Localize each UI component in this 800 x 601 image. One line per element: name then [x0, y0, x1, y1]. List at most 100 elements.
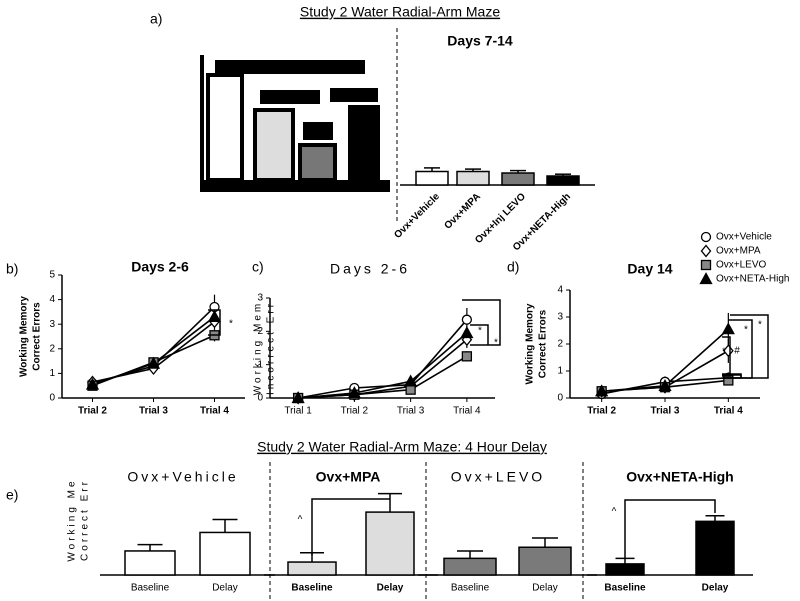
bar [443, 557, 497, 576]
x-tick-label: Ovx+MPA [443, 191, 483, 231]
y-tick-label: 2 [257, 326, 263, 337]
panel-label: e) [6, 487, 18, 503]
point [721, 322, 735, 335]
x-tick-label: Trial 2 [341, 406, 369, 417]
y-tick-label: 0 [49, 393, 55, 404]
panel-label: a) [150, 11, 162, 27]
y-tick-label: 3 [49, 319, 55, 330]
point [207, 309, 222, 322]
x-tick-label: Trial 4 [714, 406, 743, 417]
x-tick-label: Baseline [291, 583, 333, 594]
point [700, 231, 712, 243]
annotation: * [478, 326, 482, 337]
y-tick-label: 1 [49, 368, 55, 379]
x-tick-label: Trial 3 [397, 406, 425, 417]
point [461, 314, 473, 325]
bar [415, 170, 449, 186]
series-line [298, 355, 468, 399]
y-tick-label: 3 [557, 312, 563, 323]
x-tick-label: Delay [702, 583, 729, 594]
x-tick-label: Trial 3 [651, 406, 680, 417]
point [699, 272, 713, 285]
bar [124, 550, 176, 576]
bar [695, 520, 735, 576]
chart-title: Ovx+LEVO [451, 469, 545, 485]
x-tick-label: Trial 4 [200, 406, 229, 417]
x-tick-label: Delay [212, 583, 238, 594]
x-tick-label: Baseline [451, 583, 490, 594]
bar [365, 511, 415, 576]
y-tick-label: 2 [557, 339, 563, 350]
chart-title: Day 14 [627, 261, 672, 277]
chart-title: Days 2-6 [330, 261, 410, 277]
bar [518, 546, 572, 576]
point [146, 356, 161, 369]
y-tick-label: 3 [257, 293, 263, 304]
bracket [624, 499, 716, 558]
bar [501, 172, 535, 186]
y-tick-label: 1 [557, 366, 563, 377]
y-tick-label: 1 [257, 359, 263, 370]
chart-title: Days 7-14 [447, 33, 513, 49]
x-tick-label: Ovx+Vehicle [392, 191, 442, 241]
bracket [470, 324, 489, 345]
annotation: * [722, 347, 726, 358]
y-axis-label: Working Me [67, 478, 78, 561]
point [700, 259, 712, 271]
bar [605, 563, 645, 576]
point [700, 244, 712, 258]
x-tick-label: Trial 1 [284, 406, 312, 417]
annotation: * [758, 320, 762, 331]
y-axis-label: Working Memory [19, 296, 30, 377]
y-axis-label: Correct Errors [32, 302, 43, 371]
y-axis-label: Correct Err [80, 479, 91, 561]
point [404, 374, 418, 387]
x-tick-label: Baseline [131, 583, 170, 594]
x-tick-label: Trial 4 [453, 406, 481, 417]
annotation: ^ [612, 507, 617, 518]
y-tick-label: 4 [49, 294, 55, 305]
point [595, 384, 609, 397]
x-tick-label: Trial 2 [587, 406, 616, 417]
y-tick-label: 2 [49, 343, 55, 354]
y-tick-label: 0 [257, 393, 263, 404]
y-tick-label: 0 [557, 393, 563, 404]
bracket [208, 309, 221, 336]
series-line [297, 319, 468, 399]
chart-title: Ovx+MPA [316, 469, 381, 485]
bracket [462, 299, 501, 346]
chart-title: Ovx+NETA-High [626, 469, 733, 485]
legend-label: Ovx+NETA-High [716, 274, 789, 285]
bar [456, 170, 490, 186]
bar [546, 175, 580, 186]
x-tick-label: Trial 3 [139, 406, 168, 417]
bar [287, 561, 337, 576]
bracket [724, 314, 769, 379]
x-tick-label: Trial 2 [78, 406, 107, 417]
legend-label: Ovx+Vehicle [716, 232, 772, 243]
x-tick-label: Delay [532, 583, 558, 594]
corrupted-image [200, 55, 390, 192]
point [291, 391, 305, 404]
point [460, 326, 474, 339]
figure-title: Study 2 Water Radial-Arm Maze [300, 4, 500, 20]
point [347, 386, 361, 399]
point [461, 351, 473, 362]
y-axis-label: Working Mem [253, 301, 264, 396]
panel-label: b) [6, 261, 18, 277]
y-axis-label: Incorrect Err [266, 301, 277, 395]
panel-label: d) [507, 259, 519, 275]
series-line [298, 332, 468, 399]
point [658, 379, 672, 392]
annotation: * [494, 338, 498, 349]
y-tick-label: 5 [49, 270, 55, 281]
x-tick-label: Baseline [604, 583, 646, 594]
bar [199, 531, 251, 576]
point [85, 377, 100, 390]
legend-label: Ovx+LEVO [716, 260, 767, 271]
delay-title: Study 2 Water Radial-Arm Maze: 4 Hour De… [257, 439, 547, 455]
annotation: # [734, 346, 740, 357]
chart-title: Days 2-6 [131, 259, 189, 275]
y-axis-label: Working Memory [525, 303, 536, 384]
